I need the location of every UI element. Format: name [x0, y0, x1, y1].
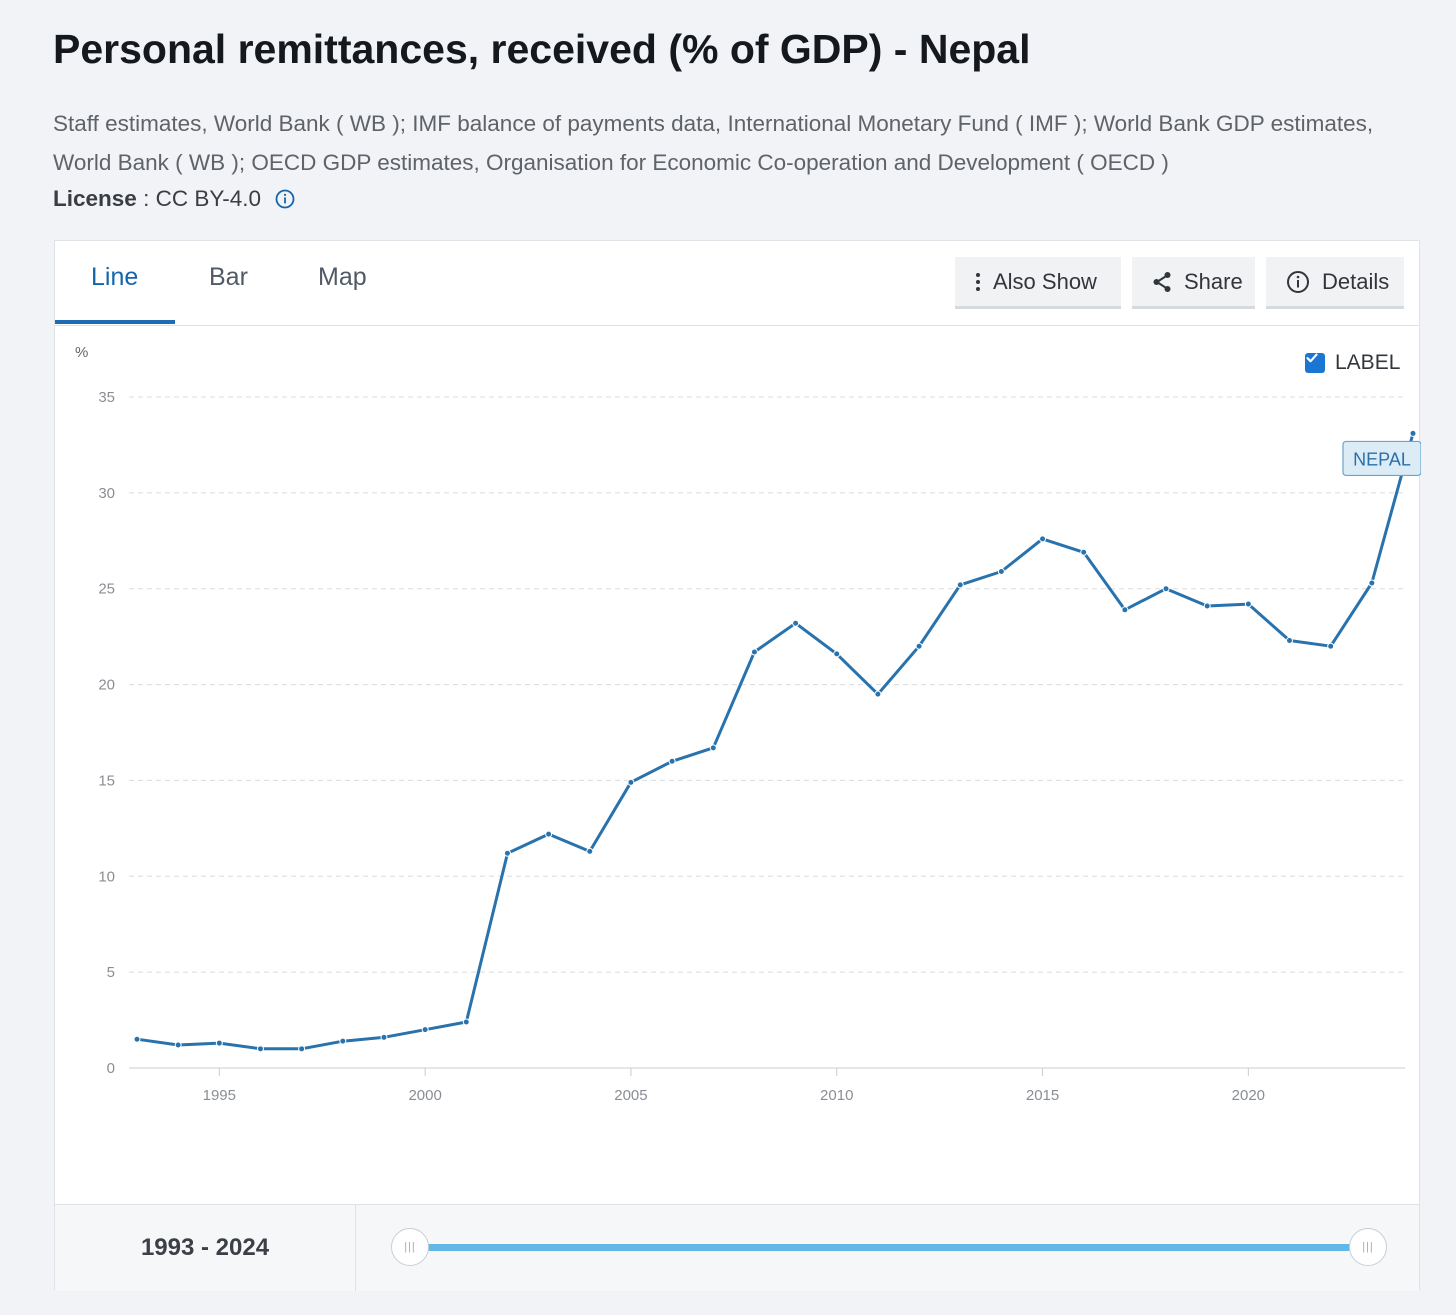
data-point	[833, 650, 841, 658]
data-point	[792, 619, 800, 627]
x-tick-label: 2010	[820, 1087, 853, 1104]
data-point	[174, 1041, 182, 1049]
data-point	[256, 1045, 264, 1053]
series-label: NEPAL	[1353, 449, 1411, 469]
data-point	[503, 849, 511, 857]
time-range-footer: 1993 - 2024 ||| |||	[55, 1204, 1419, 1291]
data-point	[1039, 535, 1047, 543]
active-tab-indicator	[55, 320, 175, 324]
y-tick-label: 5	[107, 964, 115, 981]
data-point	[1409, 429, 1417, 437]
more-vertical-icon	[975, 272, 981, 292]
series-label-box	[1342, 440, 1421, 477]
share-icon	[1152, 271, 1172, 293]
data-point	[133, 1035, 141, 1043]
data-point	[215, 1039, 223, 1047]
y-tick-label: 25	[98, 581, 115, 598]
share-button[interactable]: Share	[1132, 257, 1255, 309]
y-tick-label: 15	[98, 772, 115, 789]
x-tick-label: 2015	[1026, 1087, 1059, 1104]
data-point	[915, 642, 923, 650]
data-point	[874, 690, 882, 698]
also-show-label: Also Show	[993, 268, 1097, 294]
chart-plot: % 0 5 10 15 20 25 30 35 1995 2000 2005 2010 2015 2020 N…	[55, 325, 1421, 1205]
line-chart: % 0 5 10 15 20 25 30 35 1995 2000 2005 2010 2015 2020 N…	[75, 344, 1421, 1104]
x-tick-label: 1995	[203, 1087, 236, 1104]
data-point	[1203, 602, 1211, 610]
data-point	[750, 648, 758, 656]
license: License : CC BY-4.0	[53, 186, 295, 212]
series-line	[136, 433, 1415, 1051]
y-tick-label: 10	[98, 868, 115, 885]
range-start-handle[interactable]: |||	[391, 1228, 429, 1266]
license-label: License	[53, 186, 137, 211]
data-point	[668, 757, 676, 765]
x-tick-label: 2005	[614, 1087, 647, 1104]
data-point	[1327, 642, 1335, 650]
data-point	[421, 1026, 429, 1034]
data-point	[709, 744, 717, 752]
y-tick-label: 20	[98, 677, 115, 694]
data-point	[1080, 548, 1088, 556]
range-slider[interactable]: ||| |||	[355, 1205, 1421, 1291]
tab-line[interactable]: Line	[91, 263, 139, 291]
range-label: 1993 - 2024	[55, 1205, 356, 1291]
data-point	[956, 581, 964, 589]
info-icon[interactable]	[275, 189, 295, 209]
y-tick-label: 35	[98, 389, 115, 406]
data-point	[1368, 579, 1376, 587]
also-show-button[interactable]: Also Show	[955, 257, 1121, 309]
y-tick-label: 30	[98, 485, 115, 502]
details-label: Details	[1322, 268, 1390, 294]
data-point	[380, 1033, 388, 1041]
label-checkbox[interactable]	[1305, 353, 1325, 373]
range-track	[410, 1244, 1368, 1251]
data-point	[298, 1045, 306, 1053]
data-point	[545, 830, 553, 838]
details-button[interactable]: Details	[1266, 257, 1404, 309]
data-point	[1244, 600, 1252, 608]
y-tick-label: 0	[107, 1060, 115, 1077]
data-point	[1121, 606, 1129, 614]
chart-card: Line Bar Map Also Show Share Details % 0 5…	[54, 240, 1421, 1291]
tab-map[interactable]: Map	[318, 263, 367, 291]
data-point	[997, 567, 1005, 575]
y-axis-unit: %	[75, 344, 88, 361]
data-point	[627, 778, 635, 786]
data-point	[1162, 585, 1170, 593]
range-end-handle[interactable]: |||	[1349, 1228, 1387, 1266]
data-point	[1286, 636, 1294, 644]
data-point	[339, 1037, 347, 1045]
details-info-icon	[1286, 270, 1310, 294]
source-text: Staff estimates, World Bank ( WB ); IMF …	[53, 111, 1374, 175]
data-point	[462, 1018, 470, 1026]
label-toggle[interactable]: LABEL	[1305, 351, 1400, 375]
page-title: Personal remittances, received (% of GDP…	[53, 26, 1031, 72]
license-value: : CC BY-4.0	[143, 186, 262, 211]
share-label: Share	[1184, 268, 1243, 294]
x-tick-label: 2020	[1232, 1087, 1265, 1104]
tab-bar-chart[interactable]: Bar	[209, 263, 248, 291]
label-checkbox-text: LABEL	[1335, 351, 1401, 374]
x-tick-label: 2000	[408, 1087, 441, 1104]
tab-bar: Line Bar Map Also Show Share Details	[55, 241, 1419, 326]
data-point	[586, 847, 594, 855]
